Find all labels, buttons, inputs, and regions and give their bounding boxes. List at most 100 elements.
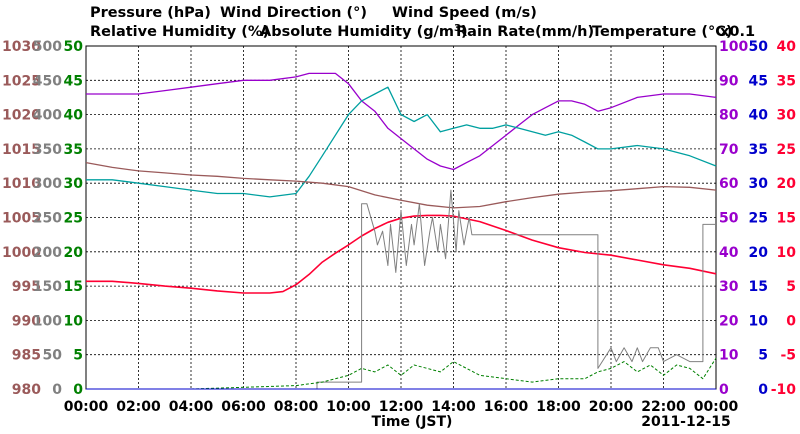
x-tick-label: 00:00 <box>64 399 109 415</box>
tick-label-wind-speed-ms: 50 <box>64 39 84 55</box>
tick-label-humidity-pct: 70 <box>719 142 739 158</box>
tick-label-rain-mmh: 30 <box>749 176 769 192</box>
x-tick-label: 06:00 <box>221 399 266 415</box>
tick-label-rain-mmh: 25 <box>749 211 768 227</box>
tick-label-temperature-c: 30 <box>777 108 797 124</box>
tick-label-humidity-pct: 100 <box>719 39 748 55</box>
tick-label-wind-speed-ms: 5 <box>73 348 83 364</box>
tick-label-humidity-pct: 40 <box>719 245 739 261</box>
legend-pressure: Pressure (hPa) <box>90 5 211 21</box>
tick-label-wind-direction-deg: 50 <box>43 348 63 364</box>
x-tick-label: 04:00 <box>169 399 214 415</box>
tick-label-humidity-pct: 50 <box>719 211 739 227</box>
grid-lines <box>86 46 716 389</box>
tick-label-pressure-hpa: 1015 <box>2 142 41 158</box>
tick-label-temperature-c: 40 <box>777 39 797 55</box>
tick-label-rain-mmh: 10 <box>749 313 769 329</box>
tick-label-pressure-hpa: 995 <box>12 279 41 295</box>
tick-label-pressure-hpa: 1020 <box>2 108 41 124</box>
tick-label-pressure-hpa: 1005 <box>2 211 41 227</box>
pressure-line <box>85 161 717 209</box>
x-tick-label: 14:00 <box>431 399 476 415</box>
x-tick-label: 20:00 <box>589 399 634 415</box>
x-tick-label: 00:00 <box>694 399 739 415</box>
tick-label-temperature-c: 25 <box>777 142 796 158</box>
tick-label-rain-mmh: 0 <box>758 382 768 398</box>
legend-wind-direction: Wind Direction (°) <box>220 5 367 21</box>
tick-label-pressure-hpa: 1025 <box>2 73 41 89</box>
tick-label-humidity-pct: 10 <box>719 348 739 364</box>
tick-label-humidity-pct: 80 <box>719 108 739 124</box>
legend-multiplier: x0.1 <box>720 24 755 40</box>
tick-label-wind-speed-ms: 25 <box>64 211 83 227</box>
tick-label-temperature-c: -10 <box>771 382 797 398</box>
legend-wind-speed: Wind Speed (m/s) <box>392 5 537 21</box>
tick-label-humidity-pct: 30 <box>719 279 739 295</box>
x-tick-label: 12:00 <box>379 399 424 415</box>
legend-rain: Rain Rate(mm/h) <box>456 24 594 40</box>
tick-label-pressure-hpa: 1010 <box>2 176 41 192</box>
tick-label-rain-mmh: 5 <box>758 348 768 364</box>
tick-label-pressure-hpa: 990 <box>12 313 41 329</box>
tick-label-wind-direction-deg: 300 <box>33 176 62 192</box>
tick-label-pressure-hpa: 985 <box>12 348 41 364</box>
tick-label-rain-mmh: 35 <box>749 142 768 158</box>
tick-label-temperature-c: 35 <box>777 73 796 89</box>
tick-label-rain-mmh: 45 <box>749 73 768 89</box>
y-axes: 9809859909951000100510101015102010251030… <box>2 39 796 398</box>
legend-abs-humidity: Absolute Humidity (g/m3) <box>260 23 468 40</box>
tick-label-wind-speed-ms: 35 <box>64 142 83 158</box>
tick-label-rain-mmh: 20 <box>749 245 769 261</box>
tick-label-rain-mmh: 50 <box>749 39 769 55</box>
x-tick-label: 22:00 <box>641 399 686 415</box>
tick-label-temperature-c: 20 <box>777 176 797 192</box>
x-tick-label: 10:00 <box>326 399 371 415</box>
tick-label-wind-speed-ms: 0 <box>73 382 83 398</box>
legend-temperature: Temperature (°C) <box>592 24 733 40</box>
humidity-line <box>86 72 717 171</box>
tick-label-temperature-c: 15 <box>777 211 796 227</box>
tick-label-wind-direction-deg: 450 <box>33 73 62 89</box>
x-axis-title: Time (JST) <box>372 414 453 430</box>
tick-label-rain-mmh: 40 <box>749 108 769 124</box>
tick-label-wind-speed-ms: 15 <box>64 279 83 295</box>
series-layer <box>85 72 717 390</box>
tick-label-wind-direction-deg: 350 <box>33 142 62 158</box>
tick-label-wind-direction-deg: 200 <box>33 245 62 261</box>
tick-label-wind-direction-deg: 500 <box>33 39 62 55</box>
tick-label-pressure-hpa: 1000 <box>2 245 41 261</box>
tick-label-wind-direction-deg: 100 <box>33 313 62 329</box>
tick-label-pressure-hpa: 1030 <box>2 39 41 55</box>
tick-label-humidity-pct: 60 <box>719 176 739 192</box>
tick-label-wind-direction-deg: 250 <box>33 211 62 227</box>
x-tick-label: 16:00 <box>484 399 529 415</box>
abs-humidity-line <box>86 86 717 198</box>
tick-label-wind-direction-deg: 0 <box>52 382 62 398</box>
tick-label-temperature-c: 10 <box>777 245 797 261</box>
tick-label-wind-speed-ms: 45 <box>64 73 83 89</box>
legend-humidity: Relative Humidity (%) <box>90 24 269 40</box>
wind-direction-line <box>86 189 716 390</box>
legend-abs-humidity-sup: 3 <box>454 23 461 34</box>
tick-label-humidity-pct: 90 <box>719 73 739 89</box>
x-tick-label: 18:00 <box>536 399 581 415</box>
tick-label-pressure-hpa: 980 <box>12 382 41 398</box>
tick-label-wind-direction-deg: 150 <box>33 279 62 295</box>
tick-label-rain-mmh: 15 <box>749 279 768 295</box>
temperature-line <box>86 214 717 294</box>
tick-label-humidity-pct: 0 <box>719 382 729 398</box>
tick-label-wind-speed-ms: 40 <box>64 108 84 124</box>
x-axis: 00:00 02:00 04:00 06:00 08:00 10:00 12:00 14:00… <box>64 399 739 415</box>
tick-label-wind-speed-ms: 30 <box>64 176 84 192</box>
date-label: 2011-12-15 <box>641 414 731 430</box>
legend-abs-humidity-text: Absolute Humidity (g/m <box>260 24 454 40</box>
legend-abs-humidity-end: ) <box>461 24 468 40</box>
tick-label-temperature-c: 5 <box>786 279 796 295</box>
tick-label-temperature-c: -5 <box>780 348 796 364</box>
tick-label-wind-speed-ms: 20 <box>64 245 84 261</box>
tick-label-humidity-pct: 20 <box>719 313 739 329</box>
x-tick-label: 02:00 <box>116 399 161 415</box>
x-tick-label: 08:00 <box>274 399 319 415</box>
tick-label-wind-speed-ms: 10 <box>64 313 84 329</box>
